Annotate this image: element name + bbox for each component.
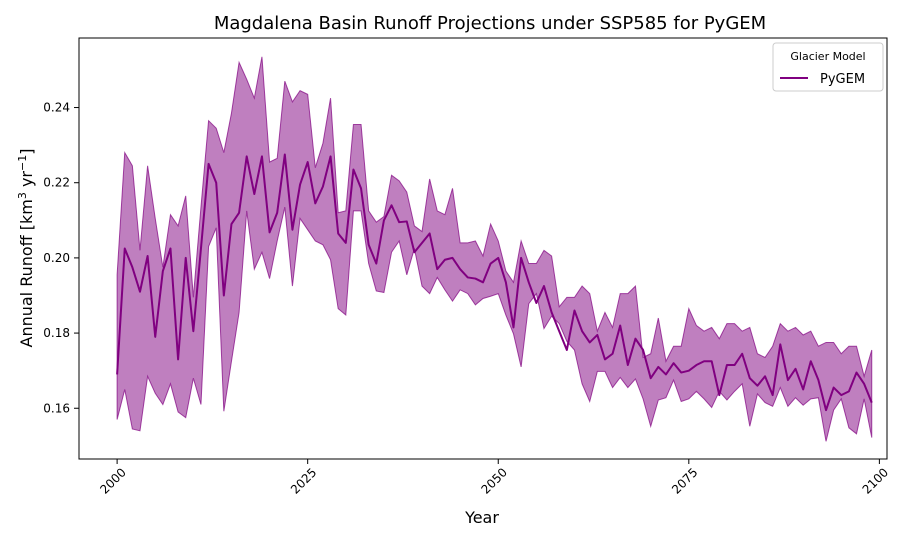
y-axis-label: Annual Runoff [km3 yr−1] [16,149,36,348]
x-tick-label-2075: 2075 [669,465,700,496]
y-tick-label-3: 0.22 [43,176,70,190]
series-line-0 [116,153,873,412]
legend-label-pygem: PyGEM [820,72,865,87]
y-tick-label-2: 0.20 [43,251,70,265]
series-band-0 [116,56,873,442]
x-tick-label-2000: 2000 [97,465,128,496]
y-tick-label-4: 0.24 [43,101,70,115]
x-tick-label-2100: 2100 [860,465,891,496]
legend: Glacier Model PyGEM [772,42,884,92]
plot-frame [78,37,888,460]
x-axis-label: Year [464,508,499,527]
x-tick-label-2050: 2050 [478,465,509,496]
y-tick-label-0: 0.16 [43,401,70,415]
x-tick-label-2025: 2025 [288,465,319,496]
y-tick-label-1: 0.18 [43,326,70,340]
legend-title: Glacier Model [790,50,865,63]
chart-title: Magdalena Basin Runoff Projections under… [214,13,766,34]
